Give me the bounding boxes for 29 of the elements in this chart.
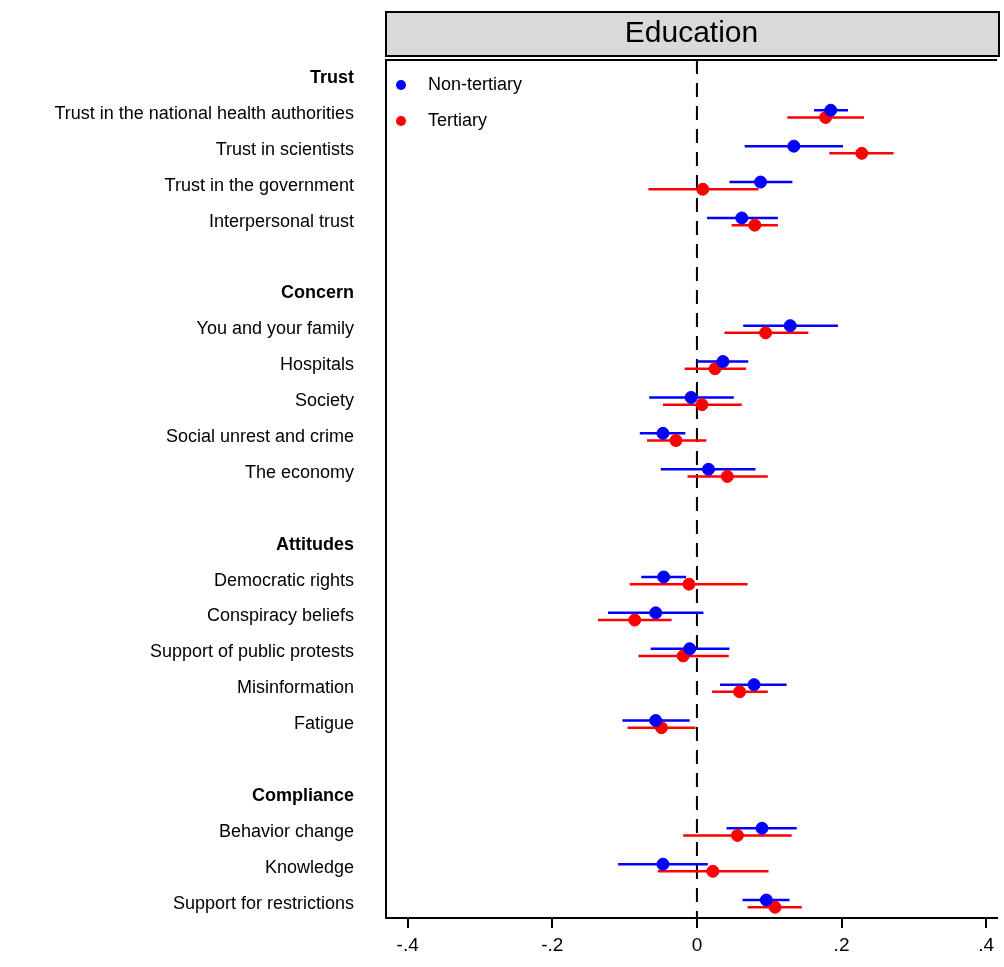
y-tick-label: Support of public protests — [149, 641, 354, 662]
legend-label: Non-tertiary — [428, 73, 523, 94]
y-tick-label: Democratic rights — [213, 569, 354, 590]
y-tick-label: Trust in the government — [164, 174, 354, 195]
y-tick-label: Knowledge — [264, 856, 354, 877]
y-tick-label: Concern — [280, 282, 354, 303]
x-tick-label: 0 — [691, 933, 703, 955]
x-tick-label: -.2 — [541, 933, 564, 955]
y-tick-label: The economy — [244, 461, 354, 482]
y-tick-label: Attitudes — [276, 533, 354, 554]
chart-title: Education — [624, 15, 759, 49]
legend-label: Tertiary — [428, 109, 488, 130]
y-tick-label: Trust — [309, 66, 354, 87]
y-tick-label: Behavior change — [218, 820, 354, 841]
y-tick-label: Hospitals — [279, 354, 354, 375]
x-tick-label: -.4 — [396, 933, 420, 955]
y-tick-label: You and your family — [196, 318, 354, 339]
x-tick-label: .2 — [833, 933, 850, 955]
y-tick-label: Conspiracy beliefs — [206, 605, 354, 626]
y-tick-label: Compliance — [251, 784, 354, 805]
y-tick-label: Support for restrictions — [172, 892, 354, 913]
x-tick-label: .4 — [978, 933, 995, 955]
y-tick-label: Society — [294, 390, 354, 411]
y-tick-label: Trust in scientists — [215, 138, 354, 159]
y-tick-label: Social unrest and crime — [165, 425, 354, 446]
y-tick-label: Fatigue — [293, 713, 354, 734]
y-tick-label: Interpersonal trust — [208, 210, 354, 231]
y-tick-label: Misinformation — [236, 677, 354, 698]
y-tick-label: Trust in the national health authorities — [54, 102, 354, 123]
